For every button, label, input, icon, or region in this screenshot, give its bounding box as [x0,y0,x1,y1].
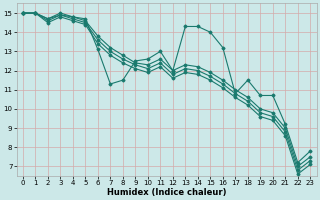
X-axis label: Humidex (Indice chaleur): Humidex (Indice chaleur) [107,188,226,197]
